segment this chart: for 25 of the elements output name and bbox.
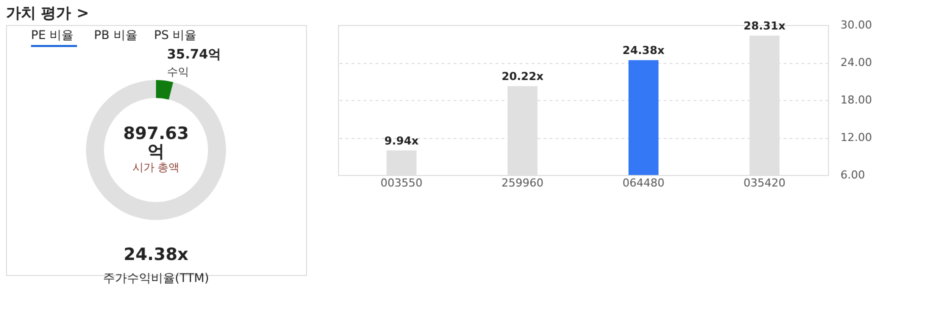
x-tick-label: 003550	[380, 176, 423, 190]
y-tick-label: 18.00	[840, 94, 872, 106]
donut-slice	[156, 80, 174, 100]
y-tick-label: 12.00	[840, 131, 872, 144]
text: 시가 총액	[132, 161, 180, 174]
x-tick-label: 064480	[622, 176, 664, 190]
text: 897.63 억	[123, 124, 189, 162]
data-label: 24.38x	[622, 44, 664, 58]
text: PB 비율	[94, 28, 138, 42]
x-tick-label: 035420	[743, 176, 786, 190]
donut-slice	[86, 80, 226, 220]
y-tick-label: 6.00	[840, 168, 865, 182]
y-tick-label: 24.00	[840, 56, 872, 69]
y-tick-label: 30.00	[840, 18, 872, 32]
data-label: 35.74억	[166, 48, 222, 63]
slice-label: 수익	[166, 66, 189, 79]
chart-title: 가치 평가 >	[6, 4, 90, 22]
text: PS 비율	[154, 28, 197, 42]
data-label: 9.94x	[384, 134, 419, 148]
text: 24.38x	[124, 245, 188, 265]
x-tick-label: 259960	[502, 176, 544, 190]
text: PE 비율	[31, 28, 74, 42]
data-label: 20.22x	[502, 70, 544, 84]
text: 주가수익비율(TTM)	[102, 271, 210, 285]
data-label: 28.31x	[744, 20, 786, 33]
